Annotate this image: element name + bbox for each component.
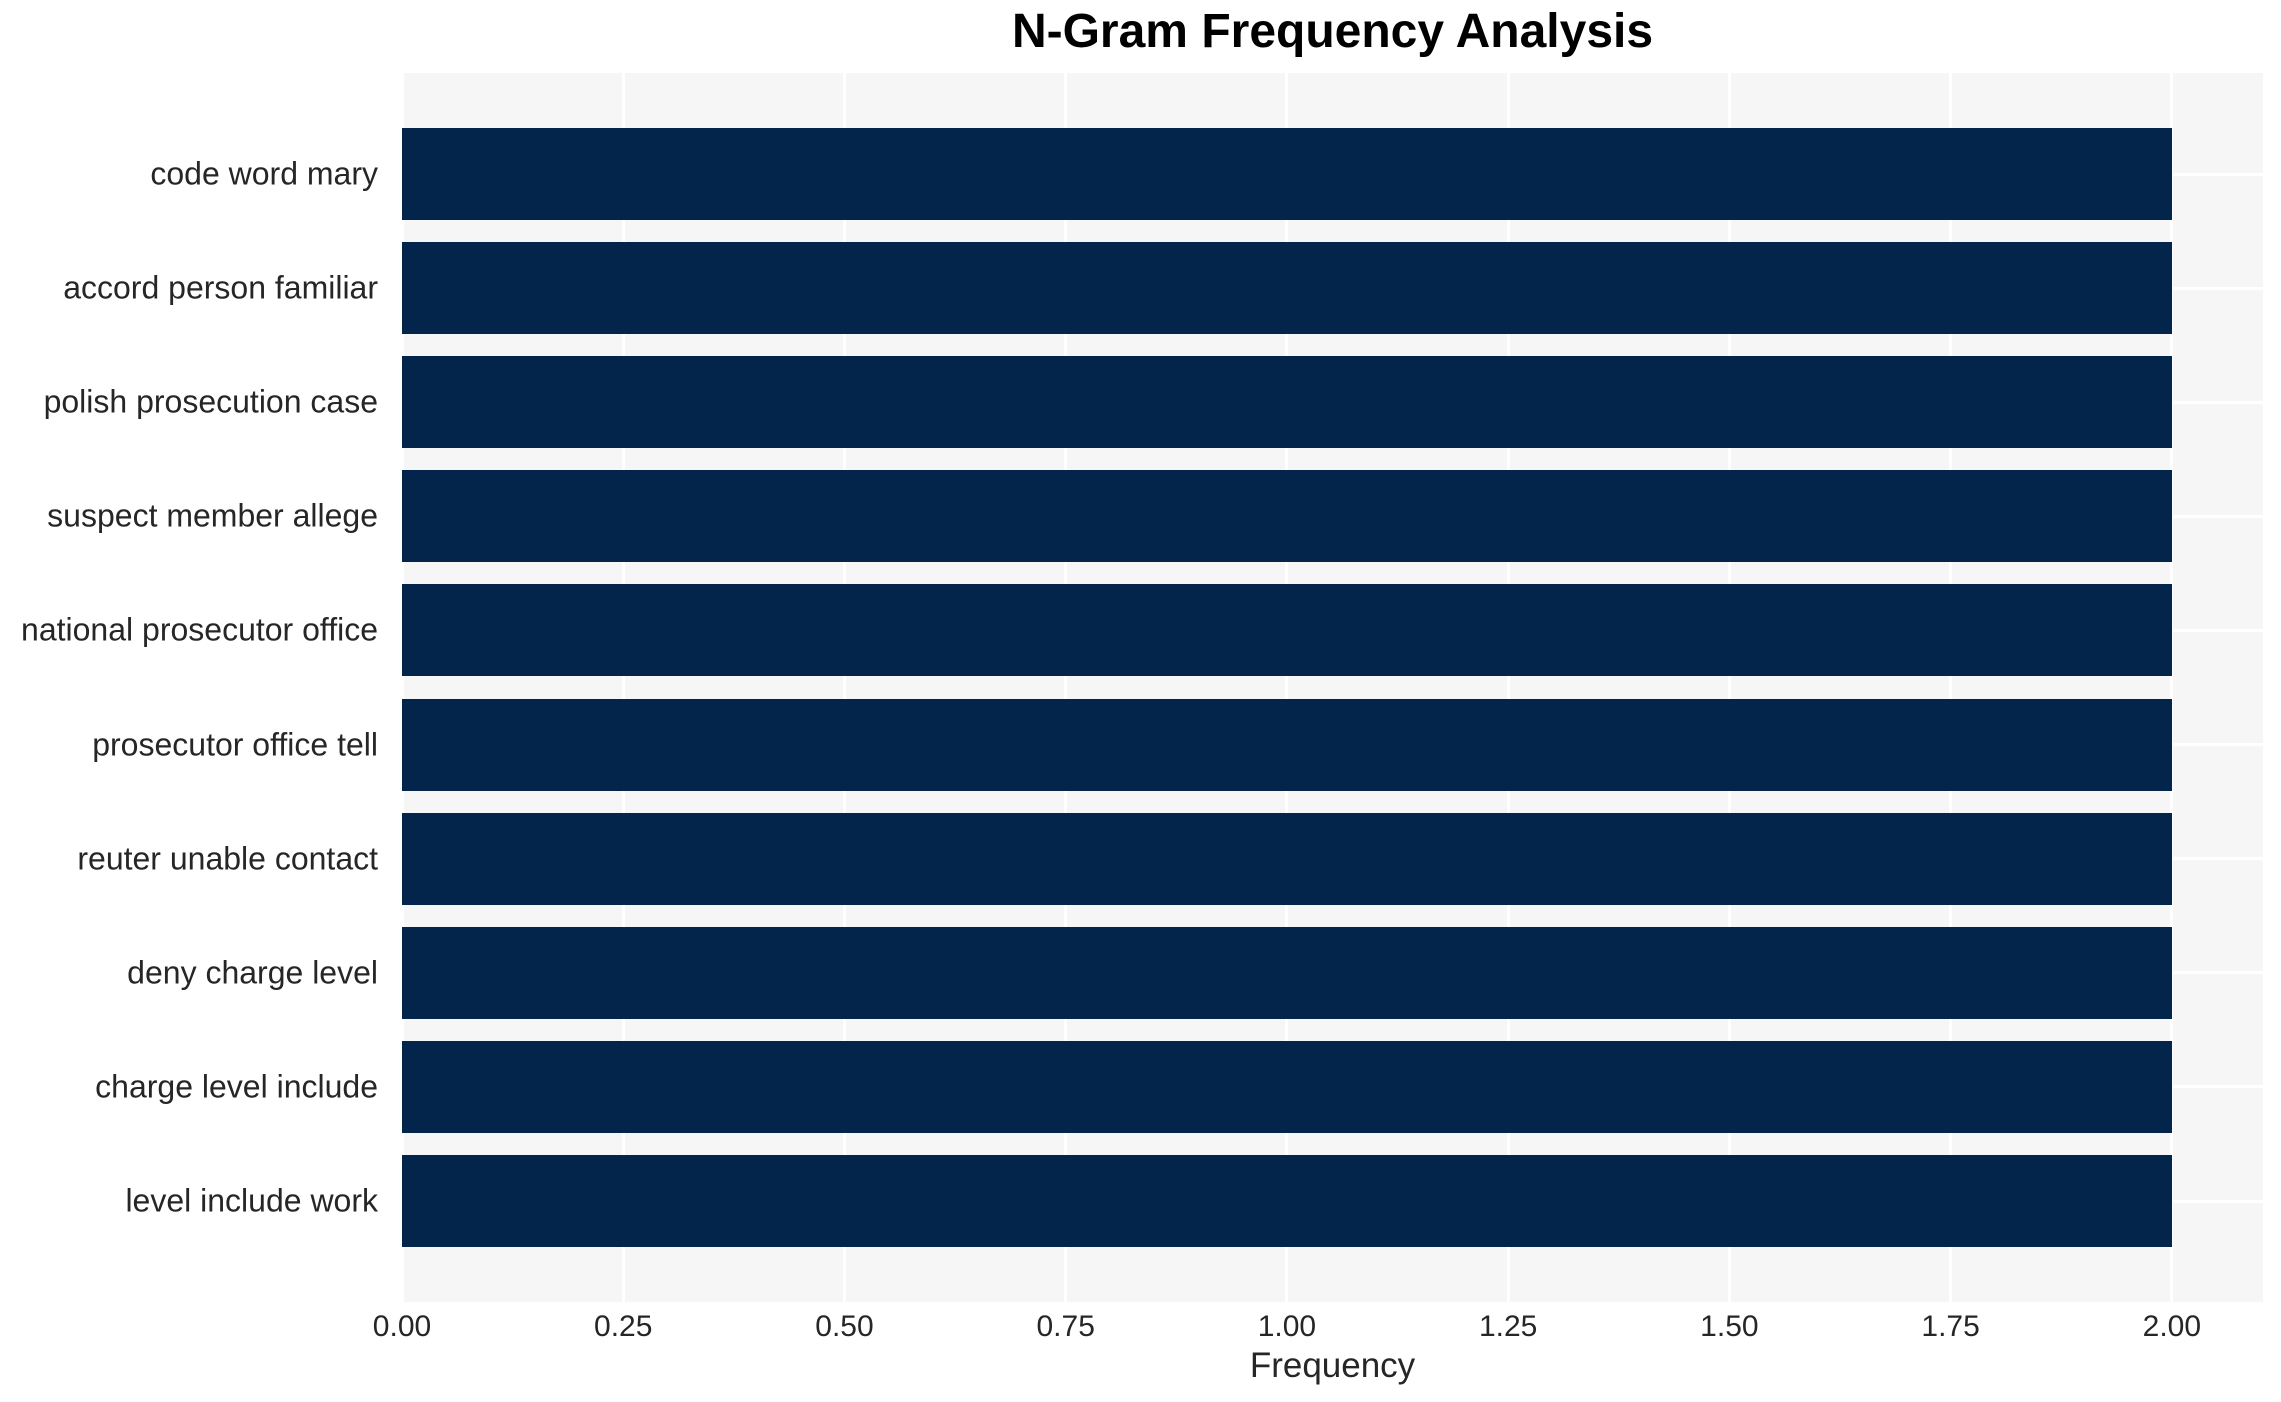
y-tick-label: accord person familiar [63, 269, 378, 306]
gridline-vertical [400, 73, 404, 1302]
x-tick-label: 1.75 [1921, 1310, 1980, 1343]
x-tick-label: 2.00 [2142, 1310, 2202, 1343]
y-tick-label: prosecutor office tell [92, 726, 378, 763]
y-tick-label: national prosecutor office [21, 611, 378, 648]
x-tick-label: 1.00 [1257, 1310, 1317, 1343]
bar [402, 812, 2172, 905]
y-tick-label: code word mary [150, 155, 378, 192]
gridline-vertical [621, 73, 625, 1302]
gridline-vertical [1727, 73, 1731, 1302]
gridline-vertical [1285, 73, 1289, 1302]
gridline-vertical [1949, 73, 1953, 1302]
bar [402, 128, 2172, 220]
bar [402, 926, 2172, 1019]
x-tick-label: 0.25 [594, 1310, 653, 1343]
y-tick-label: reuter unable contact [77, 840, 378, 877]
y-tick-label: polish prosecution case [43, 383, 378, 420]
x-axis-title: Frequency [1249, 1346, 1416, 1385]
x-tick-label: 0.00 [372, 1310, 432, 1343]
chart-title: N-Gram Frequency Analysis [1011, 5, 1654, 58]
x-tick-label: 1.25 [1478, 1310, 1538, 1343]
x-tick-label: 0.50 [815, 1310, 874, 1343]
y-tick-label: level include work [125, 1182, 378, 1219]
x-tick-label: 1.50 [1700, 1310, 1759, 1343]
bar [402, 470, 2172, 563]
y-axis-tick-labels: code word mary accord person familiar poli… [0, 73, 390, 1302]
y-tick-label: suspect member allege [47, 497, 378, 534]
gridline-vertical [2170, 73, 2174, 1302]
plot-area [400, 73, 2263, 1302]
y-tick-label: deny charge level [127, 954, 378, 991]
bar [402, 584, 2172, 677]
gridline-vertical [1506, 73, 1510, 1302]
gridline-vertical [1064, 73, 1068, 1302]
x-axis-tick-labels: 0.00 0.25 0.50 0.75 1.00 1.25 1.50 1.75 2.00 [373, 1302, 2263, 1348]
x-tick-label: 0.75 [1036, 1310, 1095, 1343]
bar [402, 1155, 2172, 1247]
bar [402, 356, 2172, 449]
bar [402, 698, 2172, 791]
bar [402, 242, 2172, 335]
bar [402, 1040, 2172, 1133]
gridline-vertical [842, 73, 846, 1302]
y-tick-label: charge level include [95, 1068, 378, 1105]
